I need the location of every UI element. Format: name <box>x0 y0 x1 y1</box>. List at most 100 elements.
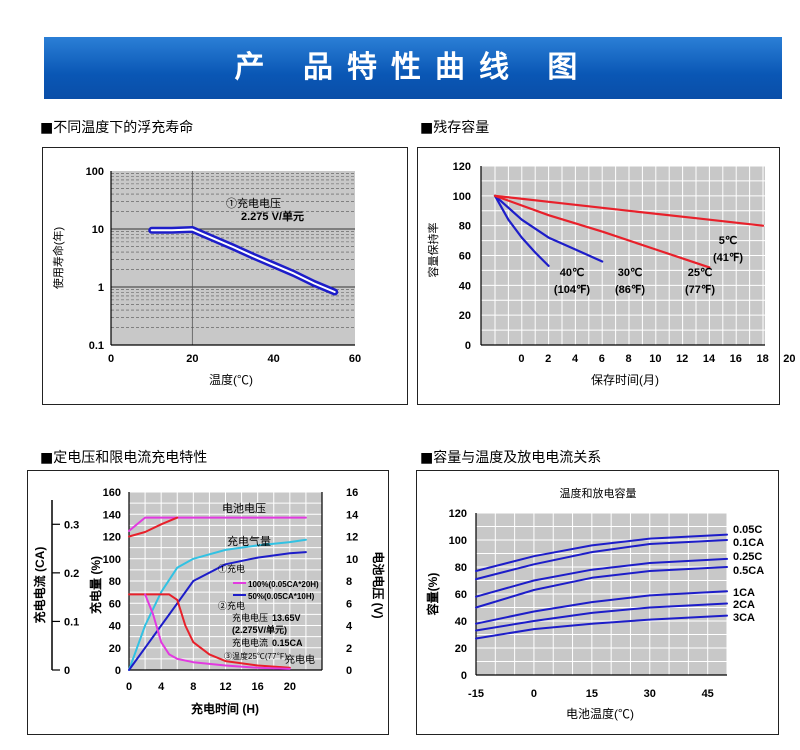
series-charge-2 <box>128 538 307 671</box>
series-label-capacity: 0.05C <box>733 524 762 536</box>
series-label-residual: 30℃ <box>618 267 643 279</box>
y-tick-label-float-life: 10 <box>92 224 104 236</box>
series-charge-5 <box>144 593 291 670</box>
annotation-charge-current-label: 充电电流 <box>232 637 268 648</box>
y-tick-label-residual: 20 <box>459 310 471 322</box>
y-tick-label-residual: 100 <box>453 191 471 203</box>
annotation-charge-amount: 充电气量 <box>227 534 271 548</box>
series-capacity-0 <box>475 533 728 572</box>
x-tick-label-residual: 10 <box>649 353 661 365</box>
left-tick-label-charge: 160 <box>103 487 121 499</box>
y-tick-label-capacity: 0 <box>461 670 467 682</box>
left-tick-label-charge: 0 <box>115 665 121 677</box>
annotation-charge-voltage-label: 充电电压 <box>232 612 268 623</box>
series-label-residual: (77℉) <box>685 284 715 296</box>
x-tick-label-charge: 16 <box>252 681 264 693</box>
series-label-capacity: 0.25C <box>733 551 762 563</box>
right-tick-label-charge: 14 <box>346 509 359 521</box>
series-charge-4 <box>128 593 291 669</box>
x-axis-label-float-life: 温度(℃) <box>209 372 253 387</box>
current-tick-label-charge: 0 <box>64 665 70 677</box>
x-axis-label-charge: 充电时间 (H) <box>191 701 259 716</box>
series-residual-1 <box>493 194 604 263</box>
y-axis-label-residual: 容量保持率 <box>426 223 440 278</box>
x-tick-label-float-life: 60 <box>349 353 361 365</box>
title-banner: 产 品特性曲线 图 <box>44 37 782 99</box>
annotation-charge-step-1: ①充电 <box>218 563 245 574</box>
annotation-charge-voltage: ①充电电压 <box>226 196 281 210</box>
right-tick-label-charge: 0 <box>346 665 352 677</box>
x-tick-label-residual: 6 <box>599 353 605 365</box>
series-label-residual: 5℃ <box>719 235 737 247</box>
x-tick-label-residual: 0 <box>518 353 524 365</box>
y-tick-label-capacity: 20 <box>455 643 467 655</box>
series-label-residual: 40℃ <box>560 267 585 279</box>
y-tick-label-residual: 60 <box>459 251 471 263</box>
series-label-capacity: 3CA <box>733 612 755 624</box>
series-residual-0 <box>493 194 550 267</box>
series-label-residual: (86℉) <box>615 284 645 296</box>
series-capacity-5 <box>475 602 728 632</box>
series-label-residual: 25℃ <box>688 267 713 279</box>
annotation-charge-step-2: ②充电 <box>218 600 245 611</box>
caption-float-life: ■不同温度下的浮充寿命 <box>40 120 194 136</box>
right-tick-label-charge: 10 <box>346 554 358 566</box>
left-tick-label-charge: 40 <box>109 621 121 633</box>
x-tick-label-capacity: 45 <box>702 688 714 700</box>
left-tick-label-charge: 20 <box>109 643 121 655</box>
y-tick-label-capacity: 40 <box>455 616 467 628</box>
series-charge-0 <box>128 516 307 532</box>
y-tick-label-float-life: 0.1 <box>89 340 104 352</box>
y-tick-label-residual: 120 <box>453 161 471 173</box>
annotation-charge-current: 充电电 <box>285 653 315 666</box>
y-tick-label-capacity: 100 <box>449 535 467 547</box>
x-tick-label-charge: 8 <box>190 681 196 693</box>
series-label-capacity: 0.5CA <box>733 565 764 577</box>
x-tick-label-residual: 16 <box>730 353 742 365</box>
series-charge-3 <box>128 551 307 671</box>
x-tick-label-float-life: 20 <box>186 353 198 365</box>
x-tick-label-residual: 2 <box>545 353 551 365</box>
annotation-charge-50: 50%(0.05CA*10H) <box>248 592 315 601</box>
right-tick-label-charge: 16 <box>346 487 358 499</box>
series-label-residual: (41℉) <box>713 252 743 264</box>
annotation-voltage-value: 2.275 V/单元 <box>241 209 304 223</box>
x-tick-label-charge: 0 <box>126 681 132 693</box>
right-tick-label-charge: 6 <box>346 598 352 610</box>
series-capacity-6 <box>475 614 728 640</box>
annotation-charge-100: 100%(0.05CA*20H) <box>248 580 319 589</box>
y-tick-label-residual: 0 <box>465 340 471 352</box>
x-tick-label-charge: 4 <box>158 681 165 693</box>
x-tick-label-capacity: -15 <box>468 688 484 700</box>
series-float-life-center <box>150 228 336 293</box>
y-tick-label-residual: 40 <box>459 280 471 292</box>
current-tick-label-charge: 0.1 <box>64 616 79 628</box>
caption-residual-capacity: ■残存容量 <box>420 120 490 136</box>
annotation-charge-voltage-per-cell: (2.275V/单元) <box>232 624 287 635</box>
y-tick-label-capacity: 80 <box>455 562 467 574</box>
x-tick-label-float-life: 40 <box>268 353 280 365</box>
current-axis-label-charge: 充电电流 (CA) <box>32 547 47 624</box>
x-tick-label-charge: 12 <box>219 681 231 693</box>
current-tick-label-charge: 0.3 <box>64 519 79 531</box>
page-title: 产 品特性曲线 图 <box>234 50 592 85</box>
caption-charge-characteristics: ■定电压和限电流充电特性 <box>40 450 208 466</box>
y-tick-label-float-life: 100 <box>86 166 104 178</box>
annotation-charge-temperature: ③温度25℃(77℉) <box>224 651 287 661</box>
plot-area-float-life <box>111 171 355 345</box>
caption-capacity-temperature: ■容量与温度及放电电流关系 <box>420 450 602 466</box>
y-tick-label-residual: 80 <box>459 221 471 233</box>
series-capacity-3 <box>475 566 728 609</box>
y-tick-label-capacity: 120 <box>449 508 467 520</box>
annotation-charge-current-value: 0.15CA <box>272 638 303 648</box>
right-tick-label-charge: 12 <box>346 532 358 544</box>
right-tick-label-charge: 8 <box>346 576 352 588</box>
y-axis-label-capacity: 容量(%) <box>425 573 440 617</box>
x-tick-label-residual: 14 <box>703 353 716 365</box>
series-label-residual: (104℉) <box>554 284 590 296</box>
x-tick-label-residual: 12 <box>676 353 688 365</box>
right-axis-label-charge: 电池电压 (V) <box>371 551 386 618</box>
x-tick-label-capacity: 15 <box>586 688 598 700</box>
left-tick-label-charge: 60 <box>109 598 121 610</box>
